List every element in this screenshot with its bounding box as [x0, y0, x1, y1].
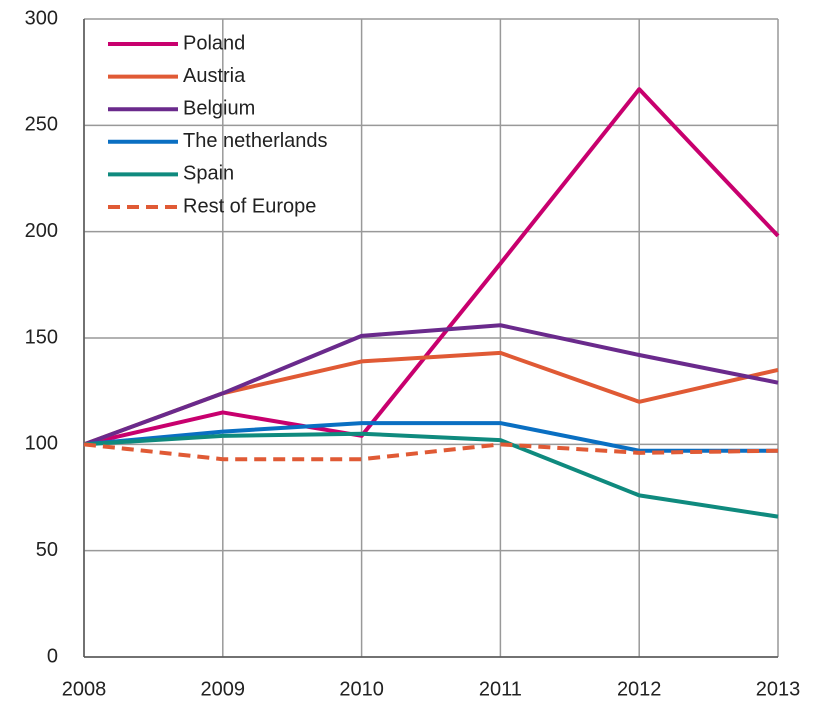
y-tick-label: 250 [25, 114, 58, 136]
y-tick-label: 100 [25, 433, 58, 455]
x-tick-label: 2011 [479, 678, 522, 700]
x-tick-label: 2008 [62, 678, 107, 700]
legend-label: Poland [183, 32, 245, 54]
legend-label: Spain [183, 163, 234, 185]
legend-label: Belgium [183, 97, 255, 119]
y-tick-label: 300 [25, 7, 58, 29]
y-tick-label: 200 [25, 220, 58, 242]
line [83, 431, 779, 519]
legend-label: Austria [183, 65, 246, 87]
y-tick-label: 0 [47, 645, 58, 667]
line [83, 350, 779, 447]
legend-label: Rest of Europe [183, 195, 316, 217]
x-tick-label: 2009 [201, 678, 246, 700]
legend-label: The netherlands [183, 130, 328, 152]
line [83, 87, 780, 447]
line [83, 323, 779, 447]
x-tick-label: 2010 [339, 678, 384, 700]
y-tick-label: 50 [36, 539, 58, 561]
x-tick-label: 2012 [617, 678, 662, 700]
x-tick-label: 2013 [756, 678, 801, 700]
y-tick-label: 150 [25, 326, 58, 348]
line [83, 442, 779, 462]
